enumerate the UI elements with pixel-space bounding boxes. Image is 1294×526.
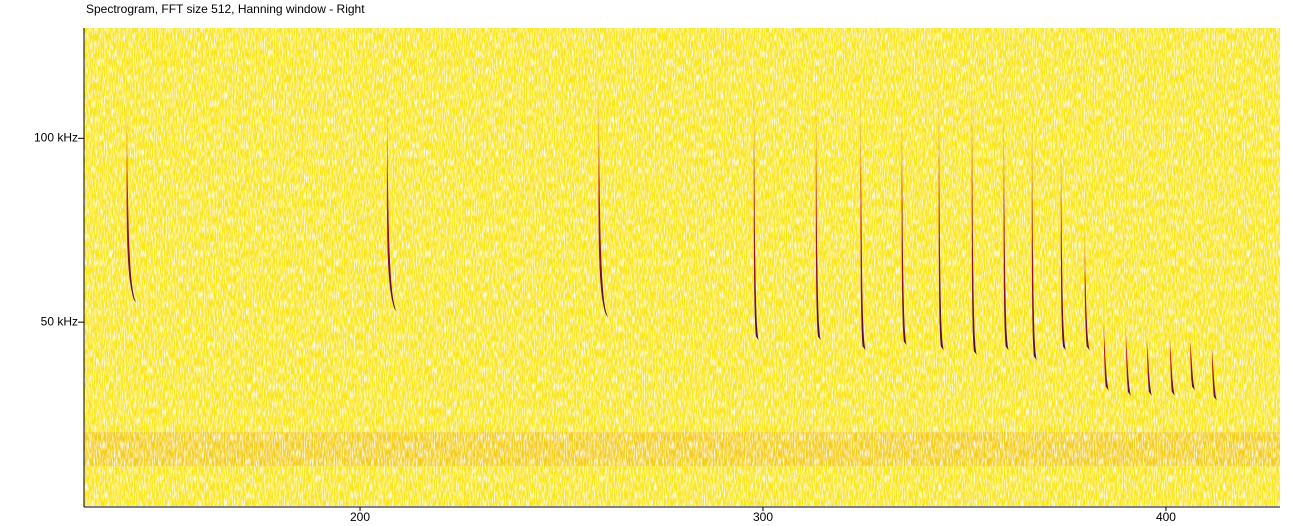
page: {"chart_data": { "type": "spectrogram", … xyxy=(0,0,1294,526)
y-tick-label: 100 kHz xyxy=(34,130,78,144)
x-tick-label: 400 xyxy=(1156,510,1176,524)
x-tick-label: 300 xyxy=(753,510,773,524)
chart-title: Spectrogram, FFT size 512, Hanning windo… xyxy=(86,2,365,16)
y-tick-label: 50 kHz xyxy=(41,314,78,328)
chart: Spectrogram, FFT size 512, Hanning windo… xyxy=(0,0,1294,526)
x-tick-label: 200 xyxy=(350,510,370,524)
plot-noise xyxy=(84,28,1280,506)
